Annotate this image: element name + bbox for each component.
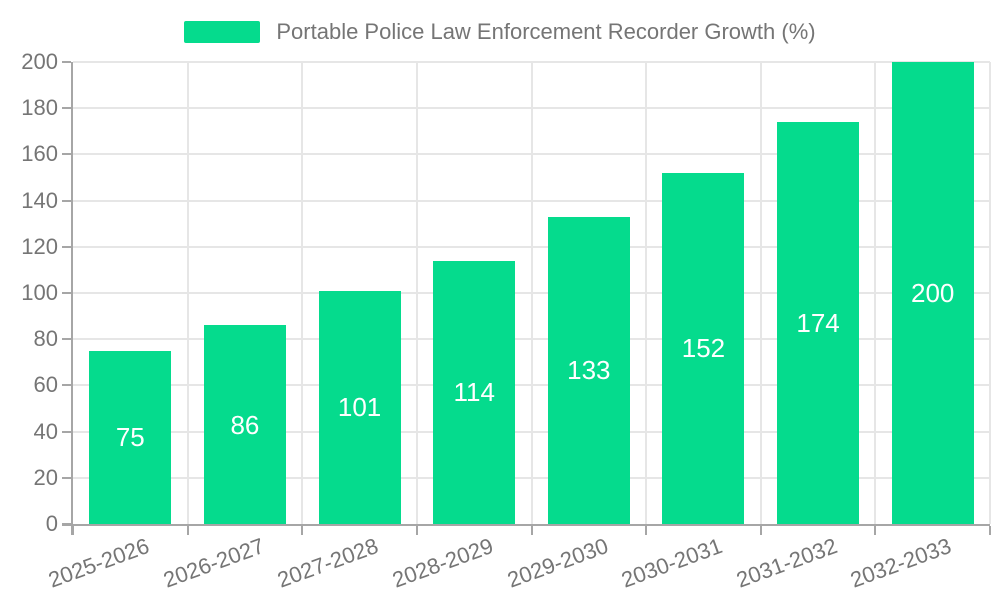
legend-swatch-icon	[184, 21, 261, 43]
bar-value-label: 86	[230, 409, 260, 440]
bar	[662, 172, 745, 524]
bar	[891, 62, 974, 524]
x-axis-tick	[874, 526, 877, 535]
bar	[89, 350, 172, 524]
y-axis-line	[71, 62, 73, 535]
x-axis-tick-label: 2026-2027	[159, 533, 268, 593]
x-axis-tick	[72, 526, 74, 535]
x-axis-tick	[645, 526, 648, 535]
x-axis-tick	[759, 526, 762, 535]
x-axis-tick	[415, 526, 418, 535]
bar-value-label: 114	[453, 377, 495, 408]
y-axis-tick-label: 160	[21, 141, 58, 167]
y-axis-tick	[62, 338, 71, 341]
y-axis-tick-label: 80	[33, 326, 58, 352]
bar-value-label: 101	[337, 392, 382, 423]
bar	[547, 216, 630, 524]
bar	[433, 260, 516, 524]
bar	[777, 122, 860, 524]
x-axis-tick	[186, 526, 189, 535]
bar-value-label: 75	[115, 422, 145, 453]
x-axis-tick	[989, 526, 991, 535]
y-axis-tick-label: 200	[21, 49, 58, 74]
x-axis-tick	[301, 526, 304, 535]
y-axis-tick-label: 40	[33, 418, 58, 444]
y-axis-tick	[62, 61, 71, 63]
y-axis-tick	[62, 245, 71, 248]
y-axis-tick	[62, 153, 71, 156]
chart-legend[interactable]: Portable Police Law Enforcement Recorder…	[0, 20, 1000, 44]
y-axis-tick	[62, 384, 71, 387]
x-axis-tick-label: 2025-2026	[45, 533, 153, 593]
x-axis-tick-label: 2029-2030	[503, 533, 612, 593]
x-axis-tick-label: 2031-2032	[732, 533, 841, 593]
x-axis-tick-label: 2030-2031	[618, 533, 726, 593]
bar-value-label: 200	[910, 278, 955, 308]
gridline-vertical	[530, 62, 533, 524]
x-axis-tick	[530, 526, 533, 535]
y-axis-tick-label: 0	[45, 511, 58, 536]
y-axis-tick-label: 120	[21, 233, 58, 259]
gridline-vertical	[989, 62, 991, 524]
x-axis-tick-label: 2032-2033	[847, 533, 955, 593]
y-axis-tick	[62, 292, 71, 294]
gridline-vertical	[186, 62, 189, 524]
bar-value-label: 152	[681, 333, 726, 364]
gridline-vertical	[415, 62, 418, 524]
y-axis-tick	[62, 430, 71, 433]
y-axis-tick	[62, 476, 71, 479]
gridline-vertical	[301, 62, 304, 524]
bar	[203, 325, 286, 524]
y-axis-tick-label: 140	[21, 187, 58, 213]
x-axis-tick-label: 2028-2029	[388, 533, 497, 593]
x-axis-tick-label: 2027-2028	[274, 533, 382, 593]
gridline-vertical	[759, 62, 762, 524]
y-axis-tick-label: 60	[33, 372, 58, 398]
bar-value-label: 133	[567, 355, 611, 386]
y-axis-tick-label: 180	[21, 95, 58, 121]
y-axis-tick-label: 100	[21, 280, 58, 305]
gridline-vertical	[874, 62, 877, 524]
y-axis-tick	[62, 107, 71, 110]
bar-value-label: 174	[796, 308, 840, 339]
legend-label: Portable Police Law Enforcement Recorder…	[276, 19, 816, 44]
gridline-vertical	[645, 62, 648, 524]
y-axis-tick	[62, 199, 71, 202]
y-axis-tick-label: 20	[33, 464, 58, 490]
x-axis-line	[62, 524, 990, 526]
bar	[318, 290, 401, 524]
